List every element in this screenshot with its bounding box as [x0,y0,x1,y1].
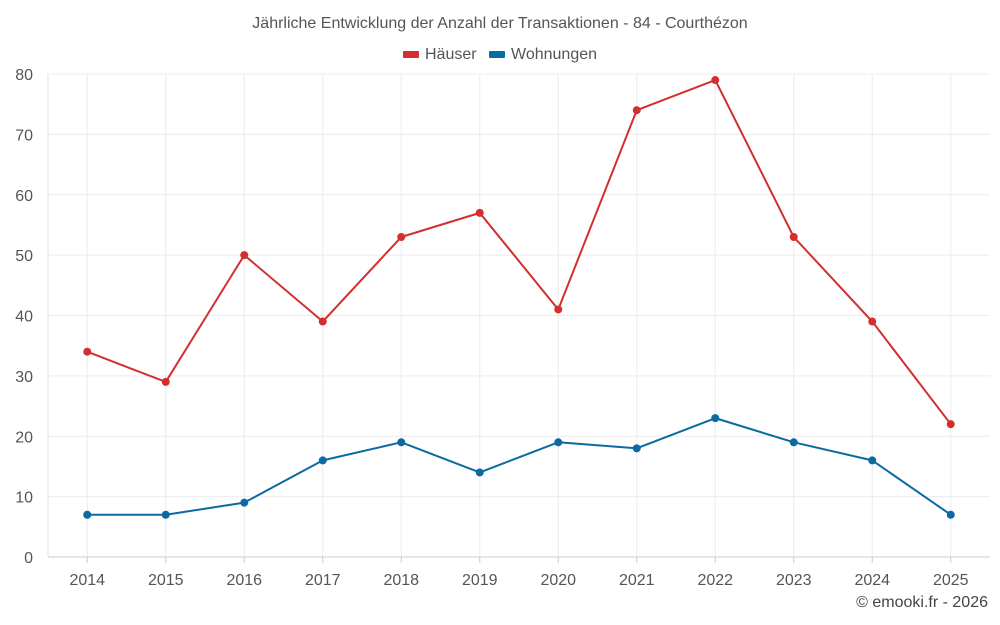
data-point-haeuser-2024 [868,317,877,326]
data-point-wohnungen-2022 [711,414,720,423]
chart-title: Jährliche Entwicklung der Anzahl der Tra… [252,15,748,32]
x-tick-label-2015: 2015 [148,572,184,589]
data-point-wohnungen-2014 [83,510,92,519]
legend-label-wohnungen: Wohnungen [511,45,598,63]
data-point-haeuser-2014 [83,347,92,356]
x-tick-label-2023: 2023 [776,572,812,589]
data-point-haeuser-2015 [161,377,170,386]
y-tick-label-40: 40 [15,309,33,326]
y-tick-label-60: 60 [15,188,33,205]
y-tick-label-10: 10 [15,490,33,507]
data-point-haeuser-2017 [318,317,327,326]
x-tick-label-2024: 2024 [854,572,890,589]
data-point-haeuser-2019 [475,208,484,217]
y-tick-label-20: 20 [15,429,33,446]
chart-legend: Häuser Wohnungen [0,45,1000,64]
data-point-wohnungen-2023 [789,438,798,447]
legend-swatch-wohnungen [489,51,506,58]
data-point-wohnungen-2020 [554,438,563,447]
data-point-wohnungen-2015 [161,510,170,519]
data-point-wohnungen-2016 [240,498,249,507]
data-point-wohnungen-2021 [632,444,641,453]
x-tick-label-2019: 2019 [462,572,498,589]
data-point-wohnungen-2024 [868,456,877,465]
legend-item-haeuser[interactable]: Häuser [402,45,477,64]
series-line-wohnungen [87,417,952,516]
data-point-haeuser-2021 [632,106,641,115]
y-tick-label-30: 30 [15,369,33,386]
y-tick-label-70: 70 [15,127,33,144]
data-point-haeuser-2016 [240,251,249,260]
data-point-wohnungen-2025 [946,510,955,519]
y-axis: 0 10 20 30 40 50 60 70 80 [15,67,49,567]
x-tick-label-2017: 2017 [305,572,341,589]
data-point-wohnungen-2019 [475,468,484,477]
data-point-haeuser-2023 [789,233,798,242]
legend-label-haeuser: Häuser [424,45,477,63]
grid-lines [48,73,990,557]
series-line-haeuser [86,79,952,425]
data-point-wohnungen-2018 [397,438,406,447]
series-group [83,76,955,519]
credit-text: © emooki.fr - 2026 [856,594,988,611]
data-point-haeuser-2025 [946,420,955,429]
x-tick-label-2018: 2018 [383,572,419,589]
x-axis: 2014 2015 2016 2017 2018 2019 2020 2021 2022 2023… [48,556,990,589]
x-tick-label-2022: 2022 [697,572,733,589]
data-point-haeuser-2020 [554,305,563,314]
x-tick-label-2021: 2021 [619,572,655,589]
y-tick-label-0: 0 [24,550,33,567]
x-tick-label-2025: 2025 [933,572,969,589]
y-tick-label-80: 80 [15,67,33,84]
data-point-wohnungen-2017 [318,456,327,465]
data-point-haeuser-2022 [711,76,720,85]
legend-item-wohnungen[interactable]: Wohnungen [489,46,597,64]
x-tick-label-2020: 2020 [540,572,576,589]
y-tick-label-50: 50 [15,248,33,265]
x-tick-label-2014: 2014 [69,572,105,589]
x-tick-label-2016: 2016 [226,572,262,589]
data-point-haeuser-2018 [397,233,406,242]
legend-swatch-haeuser [402,51,419,58]
